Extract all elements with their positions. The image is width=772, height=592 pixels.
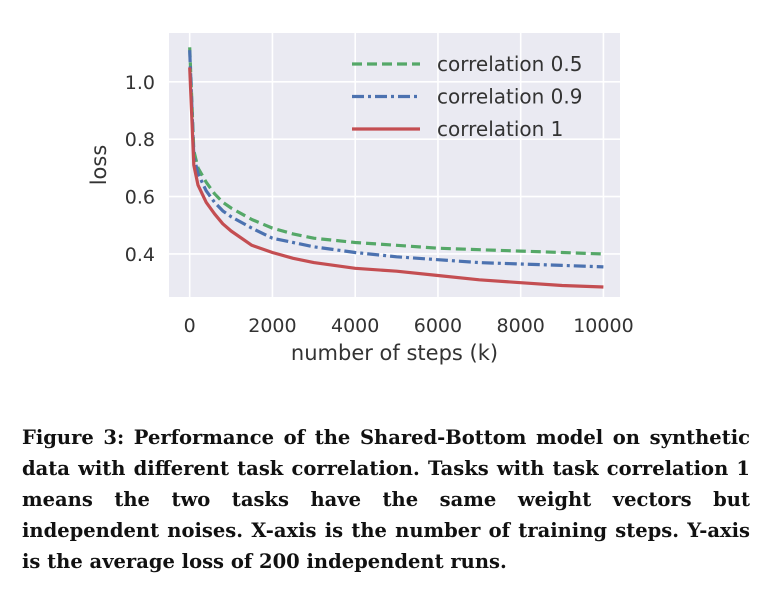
series-line-correlation-1	[188, 67, 604, 289]
x-tick-label: 0	[184, 315, 196, 337]
legend-label: correlation 0.5	[437, 52, 582, 76]
series-line-correlation-0_5	[188, 47, 604, 256]
plot-background	[169, 33, 620, 297]
y-tick-label: 0.6	[125, 187, 155, 209]
y-axis-title: loss	[87, 145, 111, 186]
legend-label: correlation 1	[437, 117, 563, 141]
series-line-correlation-0_9	[188, 50, 604, 269]
x-tick-label: 6000	[414, 315, 462, 337]
x-tick-label: 10000	[573, 315, 633, 337]
grid-lines	[169, 33, 620, 297]
tick-labels: 0 2000 4000 6000 8000 10000 0.4 0.6 0.8 1.0	[125, 72, 634, 337]
loss-chart: 0 2000 4000 6000 8000 10000 0.4 0.6 0.8 1.0 corre…	[87, 33, 634, 365]
x-axis-title: number of steps (k)	[291, 341, 498, 365]
x-tick-label: 8000	[497, 315, 545, 337]
y-tick-label: 1.0	[125, 72, 155, 94]
legend-label: correlation 0.9	[437, 85, 582, 109]
y-tick-label: 0.4	[125, 244, 155, 266]
x-tick-label: 2000	[248, 315, 296, 337]
y-tick-label: 0.8	[125, 129, 155, 151]
figure-caption: Figure 3: Performance of the Shared-Bott…	[22, 426, 750, 573]
legend: correlation 0.5 correlation 0.9 correlatio…	[352, 52, 582, 141]
x-tick-label: 4000	[331, 315, 379, 337]
series-lines	[188, 47, 604, 289]
